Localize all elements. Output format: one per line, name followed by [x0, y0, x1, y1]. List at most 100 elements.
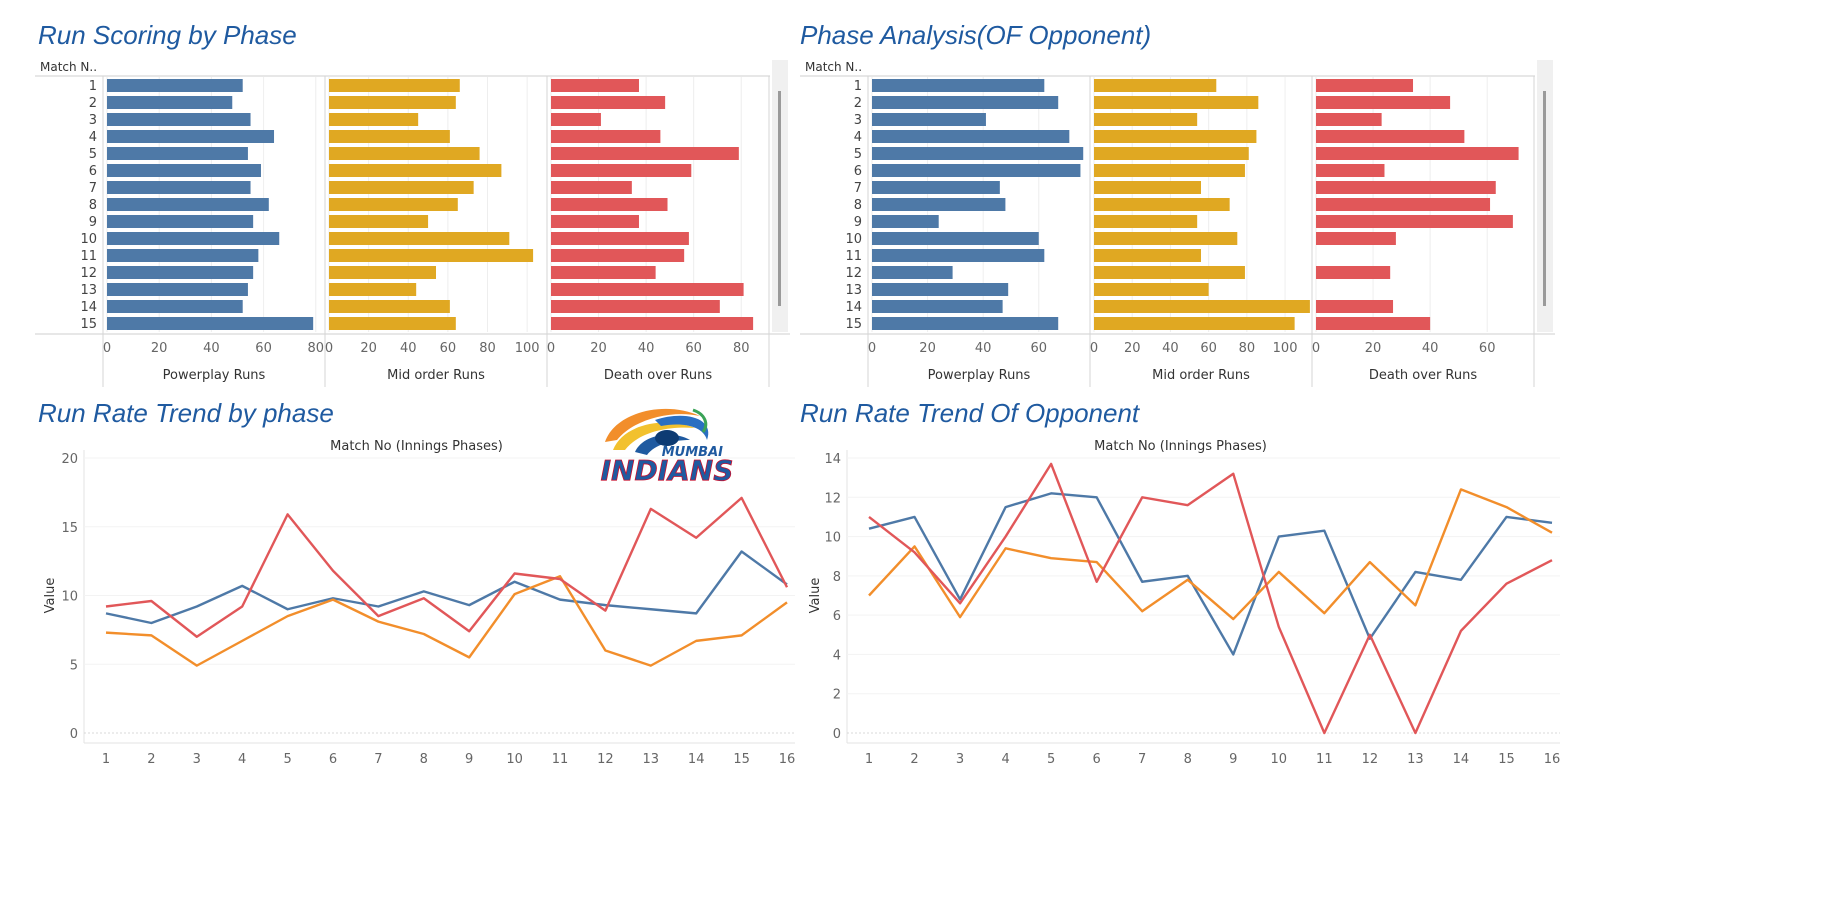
series-line-red — [868, 462, 1553, 735]
row-label: 15 — [80, 317, 97, 332]
run-scoring-title: Run Scoring by Phase — [38, 20, 297, 50]
y-tick-label: 4 — [833, 648, 841, 663]
bar — [1094, 130, 1257, 143]
bar — [329, 232, 510, 245]
row-label: 8 — [89, 198, 97, 213]
row-label: 6 — [854, 164, 862, 179]
series-line-orange — [105, 575, 788, 667]
tick-label: 20 — [590, 341, 607, 356]
bar — [872, 232, 1039, 245]
bar — [551, 147, 739, 160]
row-label: 2 — [89, 96, 97, 111]
row-label: 9 — [854, 215, 862, 230]
axis-label: Death over Runs — [604, 368, 712, 383]
tick-label: 40 — [975, 341, 992, 356]
bar — [872, 317, 1059, 330]
y-tick-label: 14 — [824, 452, 841, 467]
bar — [1316, 317, 1431, 330]
bar — [551, 79, 639, 92]
y-tick-label: 8 — [833, 570, 841, 585]
bar — [107, 130, 275, 143]
bar — [872, 130, 1070, 143]
bar — [872, 283, 1009, 296]
tick-label: 100 — [515, 341, 540, 356]
x-tick-label: 8 — [1184, 752, 1192, 765]
tick-label: 0 — [547, 341, 555, 356]
x-tick-label: 3 — [193, 752, 201, 765]
row-label: 5 — [854, 147, 862, 162]
bar — [1316, 113, 1382, 126]
row-label: 13 — [845, 283, 862, 298]
bar — [329, 113, 419, 126]
bar — [107, 283, 248, 296]
bar — [329, 96, 456, 109]
bar — [1094, 283, 1209, 296]
bar — [551, 96, 666, 109]
y-tick-label: 10 — [824, 531, 841, 546]
row-label: 15 — [845, 317, 862, 332]
phase-analysis-title: Phase Analysis(OF Opponent) — [800, 20, 1152, 50]
tick-label: 20 — [919, 341, 936, 356]
row-label: 11 — [845, 249, 862, 264]
bar — [872, 249, 1045, 262]
tick-label: 60 — [255, 341, 272, 356]
x-tick-label: 16 — [1544, 752, 1561, 765]
bar — [551, 266, 656, 279]
x-tick-label: 6 — [1093, 752, 1101, 765]
row-label: 3 — [89, 113, 97, 128]
row-label: 3 — [854, 113, 862, 128]
x-tick-label: 14 — [1453, 752, 1470, 765]
x-tick-label: 4 — [1001, 752, 1009, 765]
bar — [107, 215, 254, 228]
tick-label: 40 — [638, 341, 655, 356]
row-label: 1 — [89, 79, 97, 94]
axis-label: Death over Runs — [1369, 368, 1477, 383]
bar — [551, 215, 639, 228]
tick-label: 0 — [103, 341, 111, 356]
tick-label: 20 — [1124, 341, 1141, 356]
x-tick-label: 6 — [329, 752, 337, 765]
row-label: 14 — [845, 300, 862, 315]
mumbai-indians-logo: MUMBAI INDIANS — [600, 408, 734, 487]
row-label: 4 — [854, 130, 862, 145]
row-label: 12 — [80, 266, 97, 281]
y-tick-label: 0 — [833, 727, 841, 742]
bar — [1316, 300, 1394, 313]
bar — [1094, 113, 1198, 126]
tick-label: 0 — [868, 341, 876, 356]
series-line-blue — [105, 550, 788, 625]
bar — [1094, 181, 1201, 194]
bar — [329, 79, 460, 92]
x-tick-label: 1 — [102, 752, 110, 765]
bar — [551, 198, 668, 211]
bar — [329, 249, 534, 262]
bar — [1316, 96, 1451, 109]
bar — [551, 164, 692, 177]
x-tick-label: 15 — [1498, 752, 1515, 765]
y-axis-title: Value — [43, 578, 58, 614]
x-tick-label: 12 — [597, 752, 614, 765]
tick-label: 20 — [360, 341, 377, 356]
row-label: 7 — [89, 181, 97, 196]
row-header-label: Match N.. — [805, 60, 862, 74]
bar — [107, 79, 243, 92]
y-axis-title: Value — [808, 578, 823, 614]
bar — [329, 215, 429, 228]
x-tick-label: 11 — [1316, 752, 1333, 765]
row-header-label: Match N.. — [40, 60, 97, 74]
opponent-trend-title: Run Rate Trend Of Opponent — [800, 398, 1140, 428]
bar — [1316, 164, 1385, 177]
x-axis-title: Match No (Innings Phases) — [1094, 439, 1267, 454]
x-tick-label: 16 — [779, 752, 796, 765]
bar — [107, 147, 248, 160]
x-tick-label: 1 — [865, 752, 873, 765]
tick-label: 60 — [1479, 341, 1496, 356]
bar — [872, 181, 1000, 194]
x-tick-label: 2 — [910, 752, 918, 765]
logo-text-indians: INDIANS — [601, 454, 734, 487]
tick-label: 20 — [151, 341, 168, 356]
bar — [107, 96, 233, 109]
bar — [107, 164, 261, 177]
